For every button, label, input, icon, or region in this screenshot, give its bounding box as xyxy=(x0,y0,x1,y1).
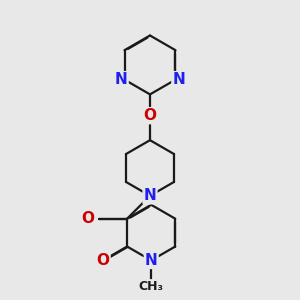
Text: N: N xyxy=(115,72,128,87)
Text: N: N xyxy=(172,72,185,87)
Text: N: N xyxy=(145,253,158,268)
Text: CH₃: CH₃ xyxy=(139,280,164,293)
Text: O: O xyxy=(81,211,94,226)
Text: O: O xyxy=(97,253,110,268)
Text: O: O xyxy=(143,108,157,123)
Text: N: N xyxy=(144,188,156,203)
